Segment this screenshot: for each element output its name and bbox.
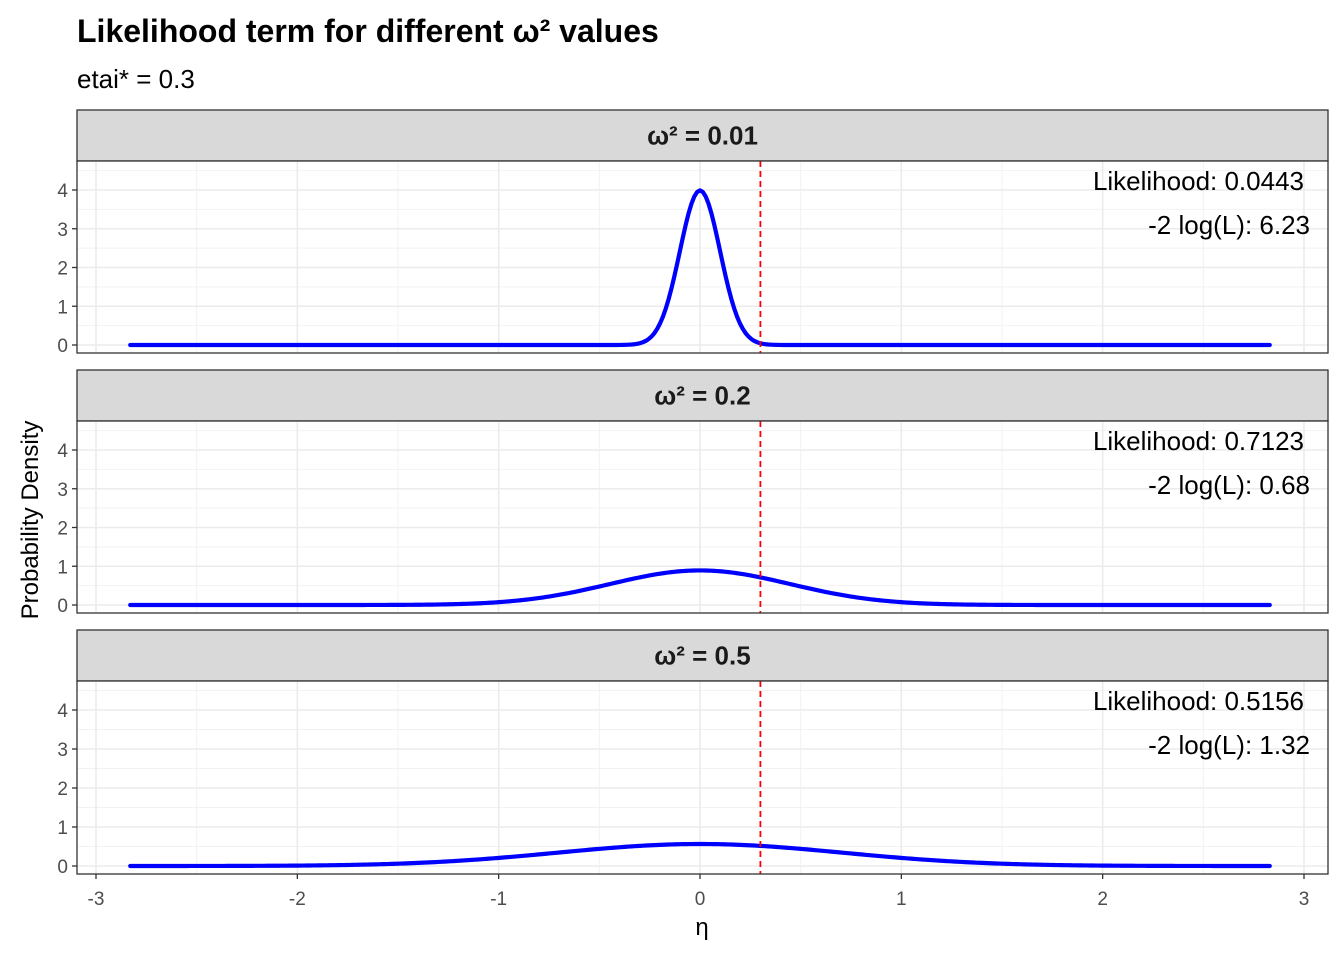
y-tick-label: 2 (57, 519, 68, 540)
y-tick-label: 2 (57, 259, 68, 280)
y-tick-label: 4 (57, 701, 68, 722)
neg2loglik-label: -2 log(L): 1.32 (1148, 730, 1310, 760)
likelihood-label: Likelihood: 0.0443 (1093, 166, 1304, 196)
panel-border (76, 420, 1329, 614)
x-axis-title: η (695, 914, 708, 941)
y-tick-label: 0 (57, 336, 68, 357)
likelihood-label: Likelihood: 0.7123 (1093, 426, 1304, 456)
x-tick-label: -1 (490, 889, 507, 910)
likelihood-label: Likelihood: 0.5156 (1093, 686, 1304, 716)
panel-border (76, 680, 1329, 875)
facet-strip (76, 369, 1329, 422)
y-tick-label: 4 (57, 441, 68, 462)
y-tick-label: 0 (57, 596, 68, 617)
x-tick-label: 1 (896, 889, 907, 910)
panel-border (76, 160, 1329, 354)
y-tick-label: 4 (57, 181, 68, 202)
facet-strip-label: ω² = 0.2 (654, 381, 750, 411)
x-tick-label: -3 (88, 889, 105, 910)
y-tick-label: 2 (57, 779, 68, 800)
y-axis-title: Probability Density (17, 421, 44, 620)
neg2loglik-label: -2 log(L): 0.68 (1148, 470, 1310, 500)
density-line (128, 568, 1272, 608)
facets: ω² = 0.01 0 1 2 3 4 Likelihood: 0.0443 -2 log(L… (57, 109, 1329, 878)
y-tick-label: 1 (57, 818, 68, 839)
y-tick-label: 3 (57, 220, 68, 241)
y-tick-label: 1 (57, 297, 68, 318)
y-tick-label: 3 (57, 480, 68, 501)
x-axis: -3 -2 -1 0 1 2 3 (88, 874, 1310, 910)
y-tick-label: 3 (57, 740, 68, 761)
facet-strip (76, 629, 1329, 682)
density-line (128, 841, 1272, 869)
chart-title: Likelihood term for different ω² values (77, 13, 659, 49)
x-tick-label: -2 (289, 889, 306, 910)
facet-strip (76, 109, 1329, 162)
panel-background (77, 421, 1328, 613)
chart-subtitle: etai* = 0.3 (77, 64, 195, 94)
density-line (128, 188, 1272, 348)
facet-panel: ω² = 0.01 0 1 2 3 4 Likelihood: 0.0443 -2 log(L… (57, 109, 1329, 357)
x-tick-label: 3 (1299, 889, 1310, 910)
y-tick-label: 1 (57, 557, 68, 578)
y-tick-label: 0 (57, 857, 68, 878)
neg2loglik-label: -2 log(L): 6.23 (1148, 210, 1310, 240)
x-tick-label: 2 (1097, 889, 1108, 910)
x-tick-label: 0 (695, 889, 706, 910)
facet-panel: ω² = 0.5 0 1 2 3 4 Likelihood: 0.5156 -2 log(L)… (57, 629, 1329, 878)
facet-panel: ω² = 0.2 0 1 2 3 4 Likelihood: 0.7123 -2 log(L)… (57, 369, 1329, 617)
facet-strip-label: ω² = 0.5 (654, 641, 750, 671)
facet-strip-label: ω² = 0.01 (647, 121, 758, 151)
panel-background (77, 681, 1328, 874)
